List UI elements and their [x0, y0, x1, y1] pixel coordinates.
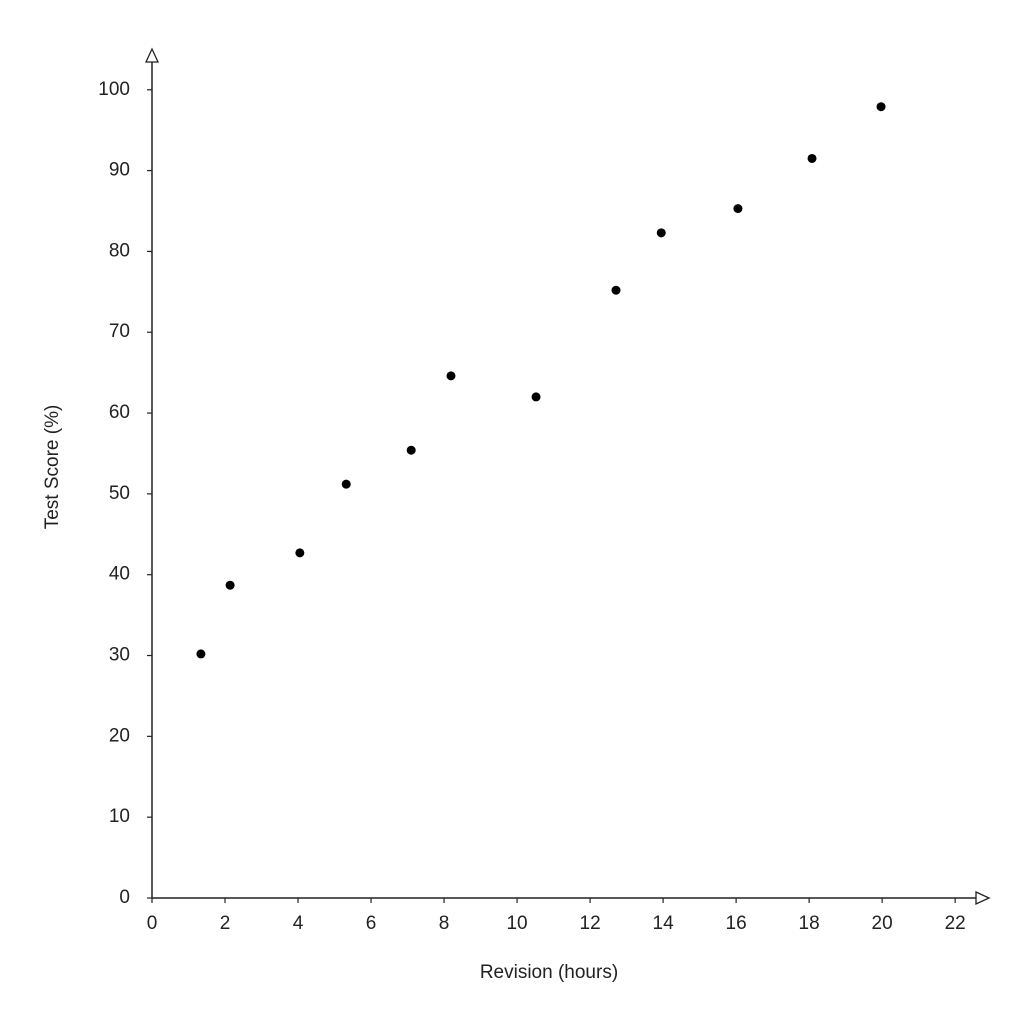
x-tick-label: 6 [366, 913, 377, 934]
x-tick-label: 10 [506, 913, 527, 934]
y-tick-label: 10 [109, 806, 130, 827]
point [446, 371, 456, 381]
y-tick-label: 0 [119, 887, 130, 908]
x-tick-label: 4 [293, 913, 304, 934]
point [225, 580, 235, 590]
y-tick-label: 40 [109, 564, 130, 585]
y-axis-label: Test Score (%) [42, 405, 63, 530]
point [531, 392, 541, 402]
x-tick-label: 0 [147, 913, 158, 934]
x-tick-label: 22 [945, 913, 966, 934]
x-tick-label: 14 [653, 913, 675, 934]
x-tick-label: 12 [580, 913, 601, 934]
point [733, 204, 743, 214]
point [656, 228, 666, 238]
x-axis-arrow [975, 890, 991, 906]
x-tick-label: 2 [220, 913, 231, 934]
point [611, 285, 621, 295]
point [341, 479, 351, 489]
y-axis-arrow [144, 47, 160, 63]
point [406, 445, 416, 455]
x-axis-label: Revision (hours) [480, 962, 618, 983]
x-tick-label: 8 [439, 913, 450, 934]
y-tick-label: 30 [109, 645, 130, 666]
point [196, 649, 206, 659]
x-tick-label: 16 [726, 913, 747, 934]
point [807, 153, 817, 163]
y-tick-label: 90 [109, 160, 130, 181]
y-tick-label: 20 [109, 725, 130, 746]
y-tick-label: 100 [98, 79, 130, 100]
y-tick-label: 50 [109, 483, 130, 504]
y-tick-label: 60 [109, 402, 130, 423]
point [295, 548, 305, 558]
y-tick-label: 70 [109, 321, 130, 342]
point [876, 102, 886, 112]
y-tick-label: 80 [109, 240, 130, 261]
x-tick-label: 18 [799, 913, 820, 934]
x-tick-label: 20 [872, 913, 893, 934]
